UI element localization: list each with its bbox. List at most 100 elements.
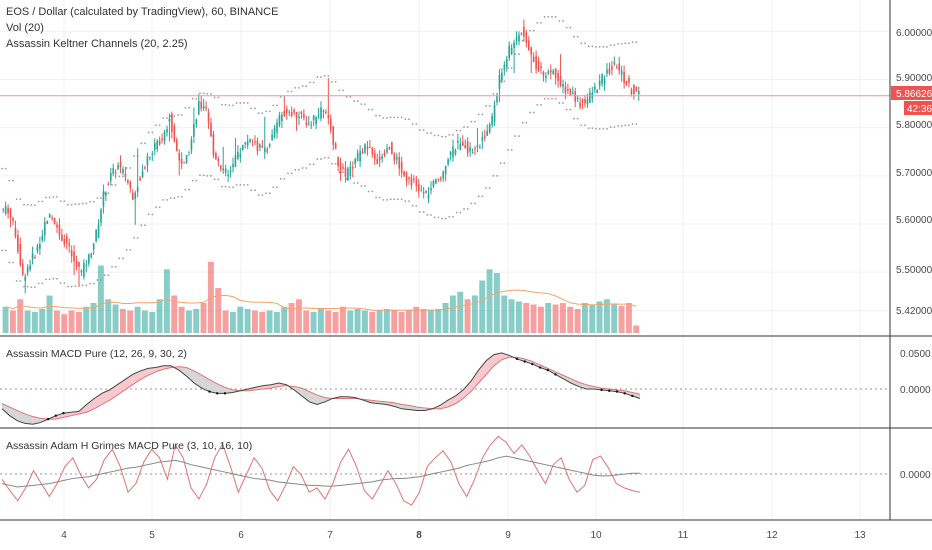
keltner-dot — [452, 133, 454, 136]
candle-body — [124, 174, 127, 178]
keltner-dot — [367, 108, 370, 111]
keltner-dot — [584, 124, 586, 127]
candle-body — [244, 142, 247, 144]
keltner-dot — [349, 177, 352, 180]
keltner-dot — [144, 224, 146, 227]
candle-body — [200, 101, 203, 109]
candle-body — [158, 140, 161, 145]
macd-marker — [216, 392, 219, 395]
candle-body — [175, 139, 178, 151]
keltner-dot — [235, 102, 238, 104]
candle-body — [447, 159, 449, 165]
keltner-dot — [492, 93, 495, 95]
volume-bar — [633, 325, 640, 333]
volume-bar — [46, 295, 53, 333]
candle-body — [532, 56, 535, 62]
candle-body — [359, 150, 361, 162]
keltner-dot — [118, 257, 121, 260]
candles[interactable] — [2, 19, 640, 294]
macd-marker — [208, 390, 211, 393]
candle-body — [317, 114, 320, 116]
keltner-dot — [34, 204, 36, 207]
keltner-dot — [393, 198, 396, 201]
keltner-dot — [430, 132, 432, 134]
keltner-dot — [122, 175, 124, 178]
keltner-dot — [554, 15, 557, 18]
keltner-dot — [404, 118, 407, 121]
candle-body — [112, 168, 115, 174]
keltner-dot — [107, 274, 110, 277]
keltner-dot — [481, 113, 484, 116]
keltner-dot — [569, 26, 572, 29]
keltner-dot — [30, 286, 33, 289]
keltner-dot — [488, 186, 491, 189]
candle-body — [439, 178, 442, 180]
macd-marker — [46, 417, 50, 421]
keltner-dot — [532, 29, 535, 32]
candle-body — [479, 147, 481, 149]
keltner-dot — [45, 196, 47, 199]
candle-body — [395, 157, 398, 160]
keltner-dot — [125, 248, 128, 251]
keltner-dot — [529, 29, 531, 32]
volume-bar — [310, 312, 317, 333]
candle-body — [633, 84, 635, 94]
keltner-dot — [327, 74, 330, 77]
macd-marker — [631, 394, 634, 398]
keltner-dot — [268, 192, 271, 195]
candle-body — [114, 171, 117, 174]
candle-body — [420, 190, 423, 192]
candle-body — [481, 137, 484, 141]
keltner-dot — [261, 112, 264, 115]
candle-body — [398, 156, 401, 169]
candle-body — [593, 86, 596, 90]
candle-body — [24, 276, 27, 281]
candle-body — [518, 35, 520, 42]
macd-y-tick-label: 0.0000 — [900, 385, 931, 396]
candle-body — [557, 73, 559, 81]
candle-body — [153, 143, 156, 150]
macd-marker — [223, 392, 227, 395]
keltner-dot — [96, 279, 99, 281]
candle-body — [373, 152, 376, 160]
candle-body — [432, 180, 435, 187]
keltner-dot — [188, 188, 190, 191]
keltner-dot — [356, 182, 359, 184]
candle-body — [442, 171, 445, 179]
y-tick-label: 5.900000 — [896, 73, 932, 84]
keltner-dot — [320, 76, 322, 78]
candle-body — [405, 172, 408, 181]
grimes-slow-line — [1, 455, 640, 488]
keltner-dot — [364, 103, 366, 106]
candle-body — [278, 114, 281, 126]
keltner-dot — [12, 179, 14, 182]
candle-body — [36, 245, 39, 252]
keltner-dot — [287, 172, 289, 175]
keltner-dot — [378, 196, 381, 199]
candle-body — [26, 267, 29, 273]
candle-body — [520, 33, 523, 35]
volume-bar — [361, 310, 368, 333]
grimes-y-tick-label: 0.0000 — [900, 470, 931, 481]
keltner-dot — [4, 249, 7, 252]
candle-body — [366, 146, 369, 150]
keltner-dot — [89, 282, 91, 285]
candle-body — [334, 143, 337, 149]
keltner-dot — [587, 127, 590, 130]
keltner-dot — [85, 202, 88, 205]
macd-fill-segment — [524, 358, 533, 365]
x-tick-label: 9 — [505, 530, 511, 541]
candle-body — [422, 192, 425, 194]
keltner-dot — [382, 199, 385, 201]
keltner-dot — [155, 206, 157, 209]
keltner-dot — [228, 104, 231, 107]
volume-bar — [391, 310, 398, 333]
keltner-dot — [74, 203, 77, 206]
keltner-dot — [114, 265, 117, 268]
candle-body — [217, 158, 220, 162]
volume-bar — [17, 299, 24, 333]
candle-body — [542, 71, 545, 76]
candle-body — [273, 127, 276, 138]
volume-bar — [581, 303, 588, 333]
